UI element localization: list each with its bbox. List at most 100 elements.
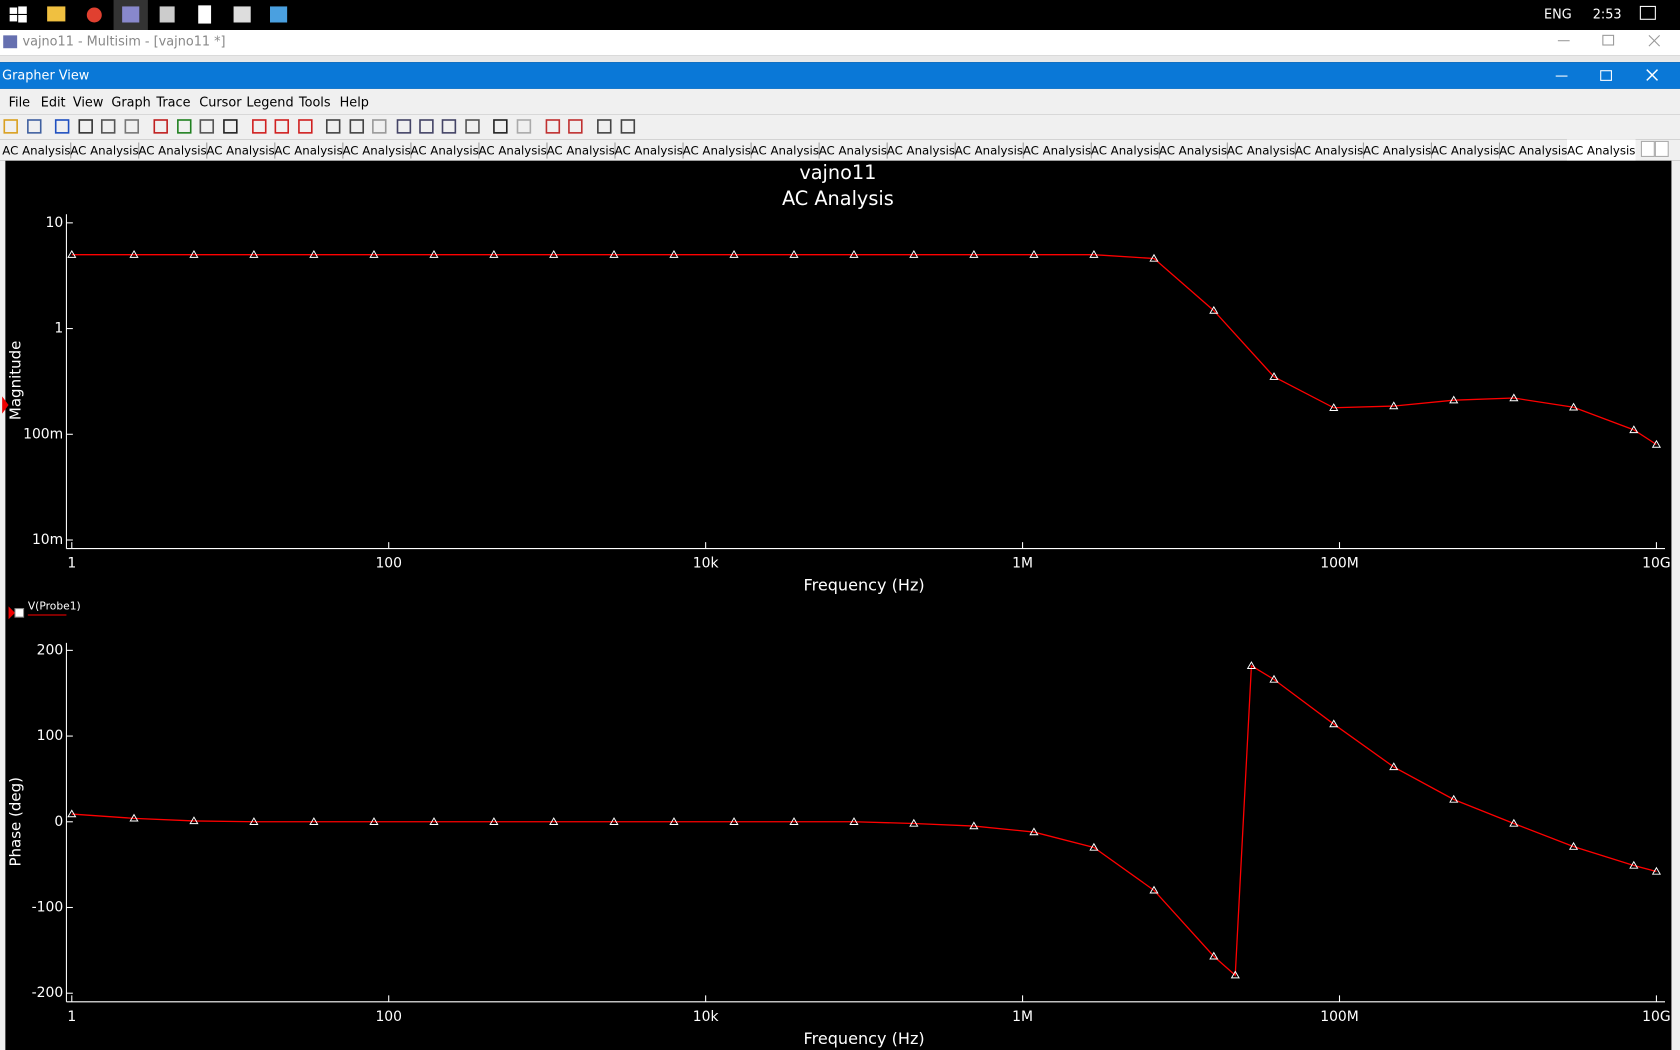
y-tick-label: 100	[37, 728, 64, 744]
menu-item[interactable]: Help	[340, 95, 369, 110]
toolbar-button[interactable]	[396, 119, 412, 134]
toolbar-button[interactable]	[199, 119, 215, 134]
menu-item[interactable]: Cursor	[199, 95, 242, 110]
data-point	[369, 817, 379, 825]
start-button[interactable]	[9, 6, 27, 23]
tab[interactable]: AC Analysis	[70, 144, 138, 158]
toolbar-button[interactable]	[325, 119, 341, 134]
toolbar-button[interactable]	[252, 119, 267, 134]
tab[interactable]: AC Analysis	[206, 144, 274, 158]
window-title: vajno11 - Multisim - [vajno11 *]	[23, 34, 226, 49]
toolbar-button[interactable]	[419, 119, 434, 134]
menu-item[interactable]: File	[9, 95, 31, 110]
app-icon[interactable]	[270, 6, 288, 23]
tab[interactable]: AC Analysis	[615, 144, 683, 158]
tab[interactable]: AC Analysis	[138, 144, 206, 158]
tab[interactable]: AC Analysis	[547, 144, 615, 158]
menu-item[interactable]: Legend	[246, 95, 293, 110]
data-point	[1509, 393, 1519, 402]
restore[interactable]	[1602, 34, 1615, 46]
data-point	[67, 809, 77, 818]
menu: File Edit View Graph Trace Cursor Legend Tools H…	[9, 95, 369, 110]
tab[interactable]: AC Analysis	[819, 144, 887, 158]
tab[interactable]: AC Analysis	[1567, 144, 1635, 158]
data-point	[489, 817, 499, 825]
tab[interactable]: AC Analysis	[342, 144, 410, 158]
notifications[interactable]	[1639, 5, 1656, 20]
window-titlebar	[0, 30, 1680, 56]
tab-scroll-right[interactable]	[1654, 140, 1669, 157]
tab[interactable]: AC Analysis	[479, 144, 547, 158]
data-point	[1651, 866, 1662, 875]
restore[interactable]	[1600, 70, 1612, 81]
toolbar-button[interactable]	[223, 119, 238, 134]
menu-item[interactable]: View	[73, 95, 103, 110]
toolbar-button[interactable]	[465, 119, 480, 134]
toolbar-button[interactable]	[78, 119, 93, 134]
toolbar-button[interactable]	[620, 119, 636, 134]
toolbar-button[interactable]	[545, 119, 561, 134]
tab[interactable]: AC Analysis	[683, 144, 751, 158]
data-point	[969, 249, 979, 258]
toolbar-button[interactable]	[568, 119, 583, 134]
data-point	[1509, 818, 1519, 827]
toolbar-button[interactable]	[349, 119, 365, 134]
toolbar-button[interactable]	[597, 119, 612, 134]
grapher-titlebar	[0, 62, 1680, 89]
toolbar-button[interactable]	[298, 119, 313, 134]
tab[interactable]: AC Analysis	[1499, 144, 1567, 158]
data-point	[549, 249, 559, 258]
x-tick-label: 1M	[1012, 556, 1033, 572]
app-icon[interactable]	[159, 6, 175, 23]
data-point	[1629, 860, 1639, 869]
tab[interactable]: AC Analysis	[1023, 144, 1091, 158]
tab[interactable]: AC Analysis	[1227, 144, 1295, 158]
menu-item[interactable]: Graph	[111, 95, 150, 110]
x-tick-label: 1	[67, 1009, 76, 1025]
toolbar-button[interactable]	[274, 119, 290, 134]
chrome-icon[interactable]	[86, 7, 102, 23]
toolbar-button[interactable]	[27, 119, 42, 134]
tab[interactable]: AC Analysis	[1295, 144, 1363, 158]
tab[interactable]: AC Analysis	[274, 144, 342, 158]
tab[interactable]: AC Analysis	[955, 144, 1023, 158]
x-tick-label: 100M	[1320, 556, 1359, 572]
close[interactable]	[1646, 69, 1659, 81]
tab[interactable]: AC Analysis	[751, 144, 819, 158]
menu-bar	[0, 88, 1680, 115]
toolbar-button[interactable]	[124, 119, 140, 134]
toolbar-button[interactable]	[100, 119, 116, 134]
tab[interactable]: AC Analysis	[887, 144, 955, 158]
tab[interactable]: AC Analysis	[1159, 144, 1227, 158]
photos-icon[interactable]	[233, 6, 251, 23]
menu-item[interactable]: Edit	[41, 95, 66, 110]
data-point	[429, 249, 439, 258]
tab[interactable]: AC Analysis	[1363, 144, 1431, 158]
toolbar-button[interactable]	[54, 119, 70, 134]
menu-item[interactable]: Trace	[155, 95, 190, 110]
data-point	[309, 817, 319, 825]
clock[interactable]: 2:53	[1593, 8, 1622, 23]
toolbar-button[interactable]	[516, 119, 532, 134]
tab[interactable]: AC Analysis	[2, 144, 70, 158]
data-point	[849, 817, 859, 825]
close[interactable]	[1648, 34, 1661, 47]
data-point	[789, 249, 799, 258]
tab[interactable]: AC Analysis	[1091, 144, 1159, 158]
tab-scroll-left[interactable]	[1640, 140, 1655, 157]
calculator-icon[interactable]	[198, 5, 212, 24]
toolbar-button[interactable]	[441, 119, 457, 134]
data-point	[609, 817, 619, 825]
grapher-title: Grapher View	[2, 69, 89, 84]
toolbar-button[interactable]	[153, 119, 168, 134]
menu-item[interactable]: Tools	[298, 95, 331, 110]
toolbar-button[interactable]	[3, 119, 18, 134]
tab[interactable]: AC Analysis	[1431, 144, 1499, 158]
toolbar-button[interactable]	[493, 119, 508, 134]
tab[interactable]: AC Analysis	[411, 144, 479, 158]
explorer-icon[interactable]	[47, 6, 66, 22]
toolbar-button[interactable]	[177, 119, 192, 134]
toolbar-button[interactable]	[372, 119, 387, 134]
legend-checkbox[interactable]	[14, 608, 25, 618]
language[interactable]: ENG	[1544, 8, 1572, 23]
